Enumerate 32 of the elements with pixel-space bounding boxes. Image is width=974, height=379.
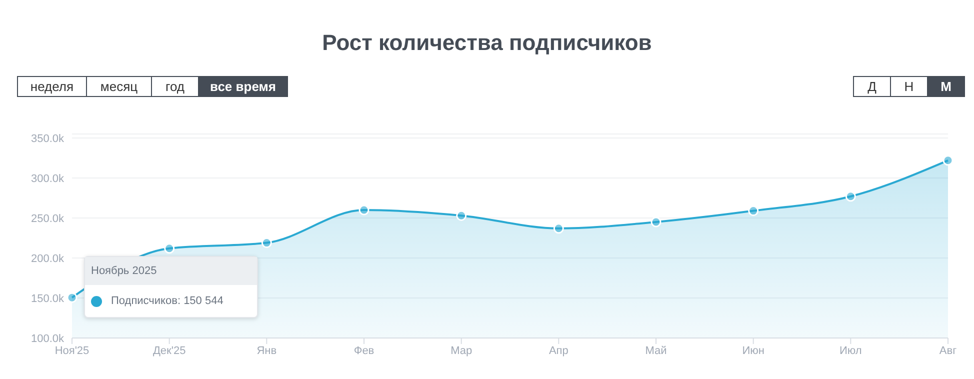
chart-title: Рост количества подписчиков <box>321 30 653 56</box>
annotation: Ноябрь 2025 <box>85 257 257 285</box>
y-tick-label: 300.0k <box>30 172 64 185</box>
point <box>261 238 272 248</box>
point <box>66 292 78 303</box>
y-tick-label: 250.0k <box>30 212 64 225</box>
x-tick-label: Янв <box>256 344 277 357</box>
x-tick-label: Мар <box>450 344 472 357</box>
annotation: Подписчиков: 150 544 <box>111 295 224 307</box>
point <box>456 210 467 221</box>
x-tick-label: Дек'25 <box>152 344 186 357</box>
x-tick-label: Ноя'25 <box>54 344 90 357</box>
y-tick-label: 100.0k <box>30 332 64 345</box>
point <box>845 191 856 202</box>
x-tick-label: Фев <box>354 344 374 357</box>
y-tick-label: 150.0k <box>30 292 64 305</box>
x-tick-label: Авг <box>939 344 957 357</box>
point <box>358 204 370 216</box>
point <box>553 223 564 234</box>
period-buttons: неделя месяц год все время <box>18 76 288 97</box>
point <box>748 206 759 216</box>
x-tick-label: Июн <box>742 344 764 357</box>
point <box>942 155 954 166</box>
tooltip-box: Ноябрь 2025 Подписчиков: 150 544 <box>84 256 258 318</box>
scale-buttons: Д Н М <box>854 76 965 97</box>
x-tick-label: Апр <box>548 344 568 357</box>
x-tick-label: Июл <box>839 344 862 357</box>
y-tick-label: 350.0k <box>30 132 64 145</box>
y-tick-label: 200.0k <box>30 252 64 265</box>
x-tick-label: Май <box>645 344 667 357</box>
point <box>164 243 175 254</box>
point <box>650 216 662 228</box>
